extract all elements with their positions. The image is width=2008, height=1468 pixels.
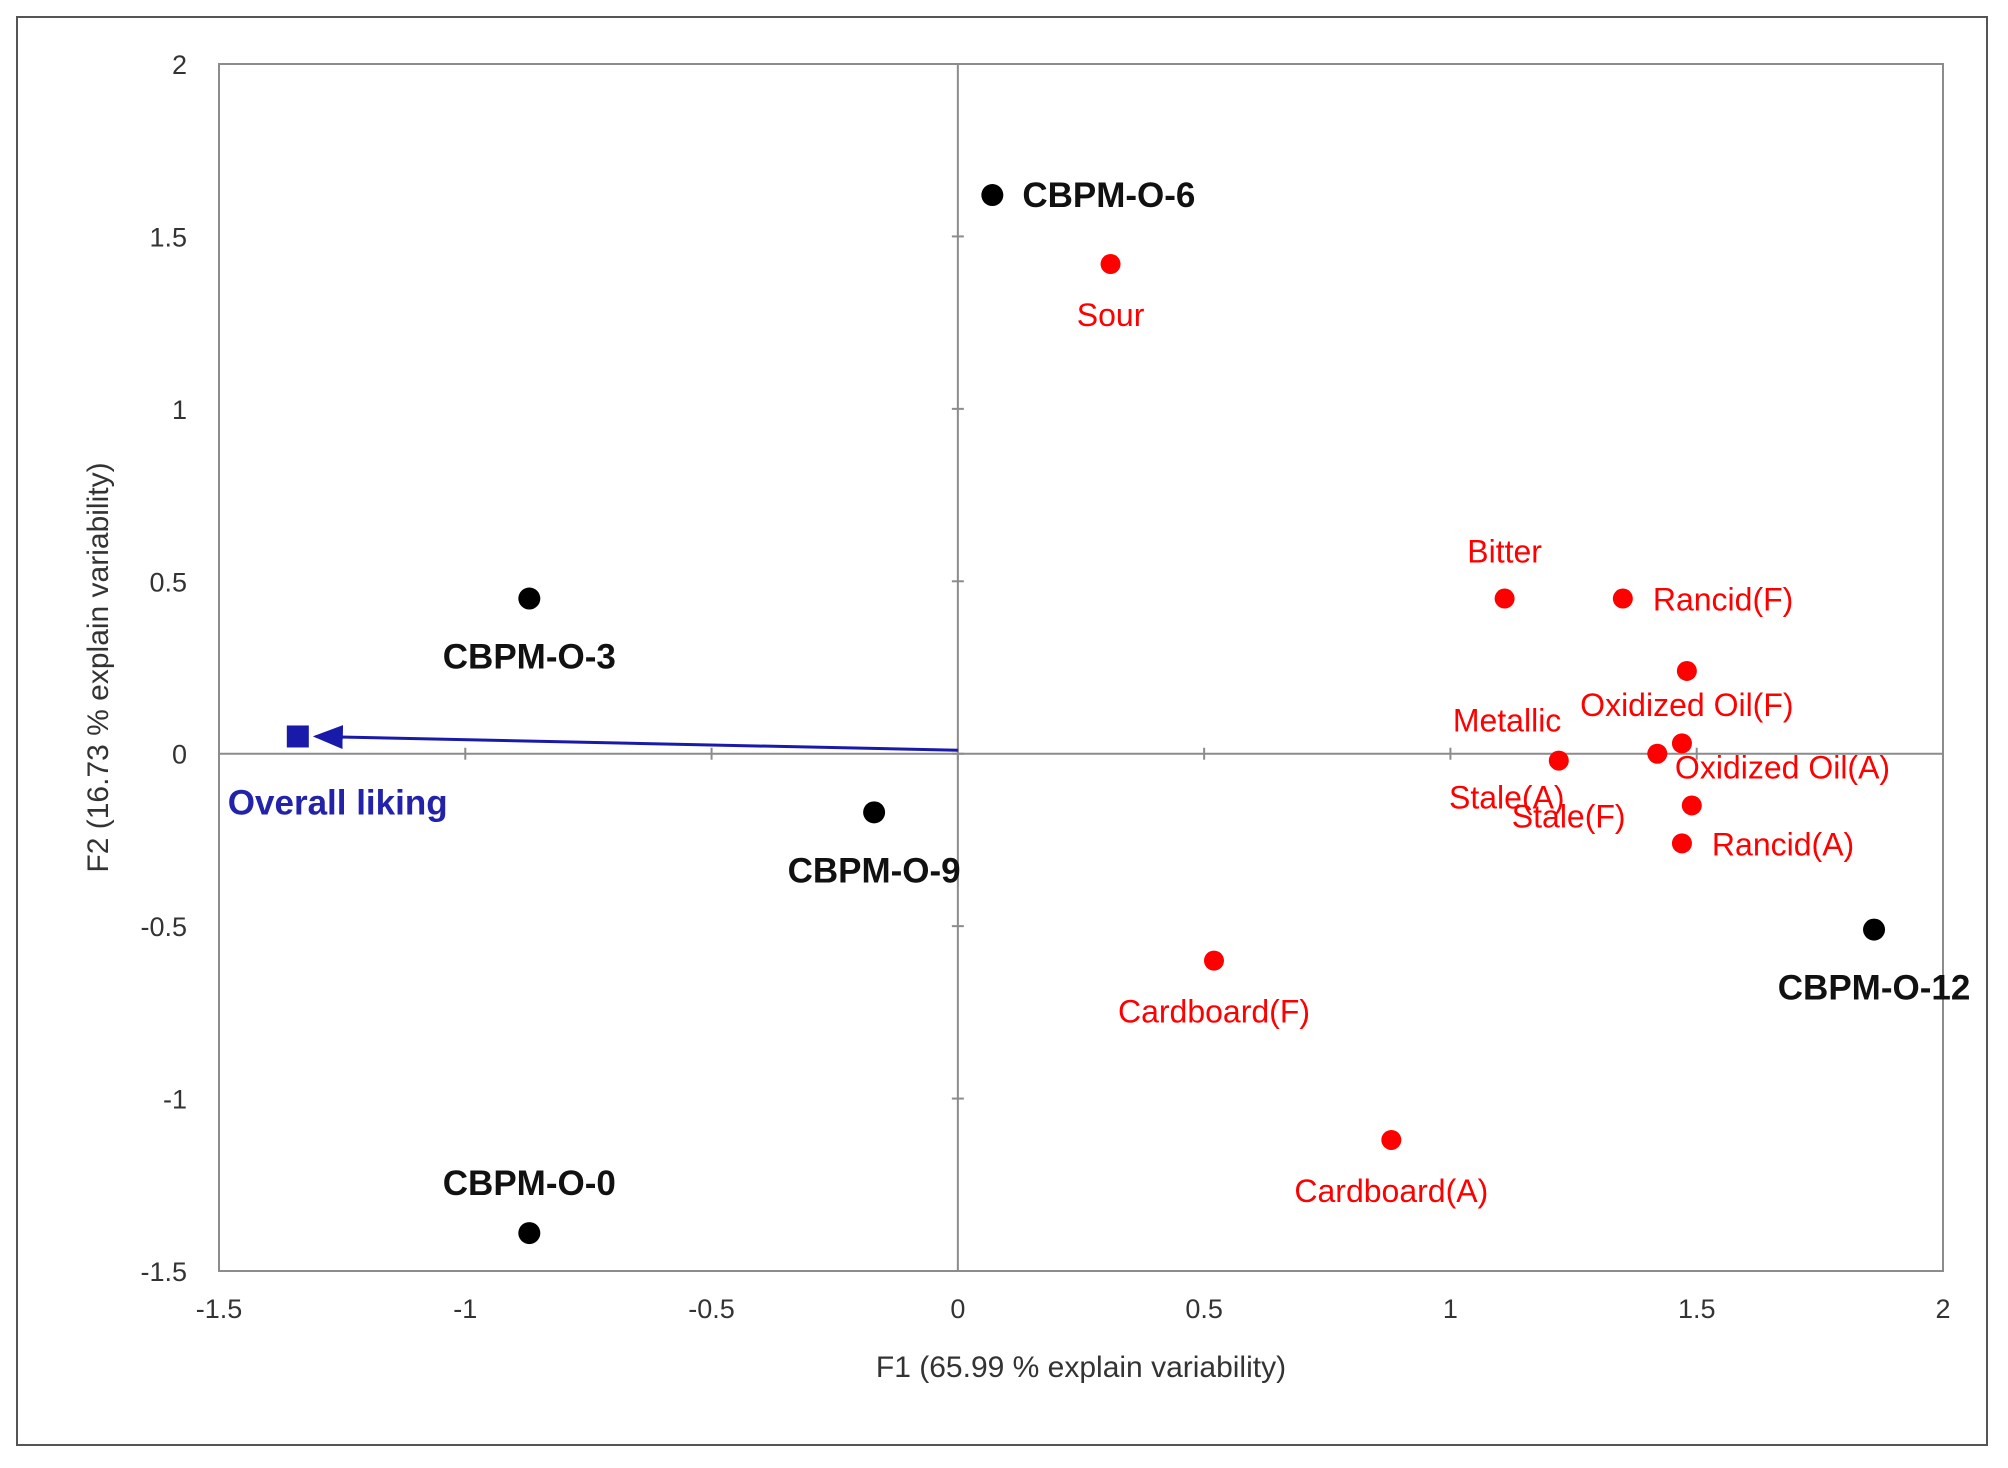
x-tick-label: -1.5 — [196, 1294, 243, 1324]
x-tick-label: 2 — [1935, 1294, 1950, 1324]
oxidized-oil-a-label: Oxidized Oil(A) — [1675, 749, 1890, 785]
points — [286, 184, 1886, 1245]
cardboard-a-point — [1381, 1129, 1402, 1150]
metallic-point — [1647, 743, 1668, 764]
oxidized-oil-f-point — [1676, 660, 1697, 681]
y-tick-label: 2 — [172, 50, 187, 80]
x-tick-label: 1 — [1443, 1294, 1458, 1324]
oxidized-oil-a-point — [1671, 733, 1692, 754]
metallic-label: Metallic — [1453, 703, 1561, 739]
y-tick-label: -1 — [163, 1085, 187, 1115]
arrows — [312, 725, 958, 752]
x-tick-label: -0.5 — [688, 1294, 735, 1324]
point-labels: CBPM-O-0 CBPM-O-3 CBPM-O-6 CBPM-O-9 CBPM-O-1… — [228, 176, 1970, 1209]
x-tick-label: 0.5 — [1185, 1294, 1223, 1324]
y-tick-label: 0.5 — [149, 567, 187, 597]
biplot-chart: -1.5 -1 -0.5 0 0.5 1 1.5 2 2 1.5 1 0.5 0 -0.5 -1 -1.5 C… — [82, 50, 1970, 1384]
rancid-f-label: Rancid(F) — [1653, 582, 1793, 618]
stale-f-point — [1681, 795, 1702, 816]
figure-frame: -1.5 -1 -0.5 0 0.5 1 1.5 2 2 1.5 1 0.5 0 -0.5 -1 -1.5 C… — [16, 16, 1988, 1446]
overall-liking-marker — [286, 725, 309, 748]
cbpm-o-3-point — [518, 587, 541, 610]
y-tick-label: -1.5 — [140, 1257, 187, 1287]
bitter-label: Bitter — [1467, 534, 1542, 570]
overall-liking-arrow — [312, 725, 958, 752]
y-axis-title: F2 (16.73 % explain variability) — [82, 462, 115, 872]
cardboard-f-label: Cardboard(F) — [1118, 994, 1310, 1030]
cbpm-o-12-point — [1863, 918, 1886, 941]
y-tick-label: -0.5 — [140, 912, 187, 942]
x-axis-title: F1 (65.99 % explain variability) — [876, 1351, 1286, 1384]
y-tick-label: 0 — [172, 740, 187, 770]
sour-label: Sour — [1077, 297, 1145, 333]
stale-a-point — [1548, 750, 1569, 771]
x-tick-label: -1 — [453, 1294, 477, 1324]
tick-labels: -1.5 -1 -0.5 0 0.5 1 1.5 2 2 1.5 1 0.5 0 -0.5 -1 -1.5 — [140, 50, 1950, 1324]
plot-area — [218, 63, 1944, 1272]
oxidized-oil-f-label: Oxidized Oil(F) — [1580, 687, 1793, 723]
cbpm-o-0-label: CBPM-O-0 — [443, 1164, 616, 1203]
cbpm-o-0-point — [518, 1222, 541, 1245]
bitter-point — [1494, 588, 1515, 609]
cbpm-o-3-label: CBPM-O-3 — [443, 638, 616, 677]
x-tick-label: 1.5 — [1678, 1294, 1716, 1324]
rancid-a-label: Rancid(A) — [1712, 826, 1854, 862]
y-tick-label: 1 — [172, 395, 187, 425]
cbpm-o-12-label: CBPM-O-12 — [1778, 969, 1971, 1008]
rancid-a-point — [1671, 833, 1692, 854]
stale-f-label: Stale(F) — [1512, 798, 1626, 834]
sour-point — [1100, 254, 1121, 275]
y-tick-label: 1.5 — [149, 222, 187, 252]
cbpm-o-6-point — [981, 184, 1004, 207]
rancid-f-point — [1612, 588, 1633, 609]
stale-a-label: Stale(A) — [1449, 780, 1565, 816]
x-tick-label: 0 — [950, 1294, 965, 1324]
overall-liking-label: Overall liking — [228, 783, 448, 822]
cardboard-f-point — [1203, 950, 1224, 971]
cbpm-o-9-point — [863, 801, 886, 824]
cardboard-a-label: Cardboard(A) — [1294, 1173, 1488, 1209]
cbpm-o-6-label: CBPM-O-6 — [1022, 176, 1195, 215]
cbpm-o-9-label: CBPM-O-9 — [788, 851, 961, 890]
